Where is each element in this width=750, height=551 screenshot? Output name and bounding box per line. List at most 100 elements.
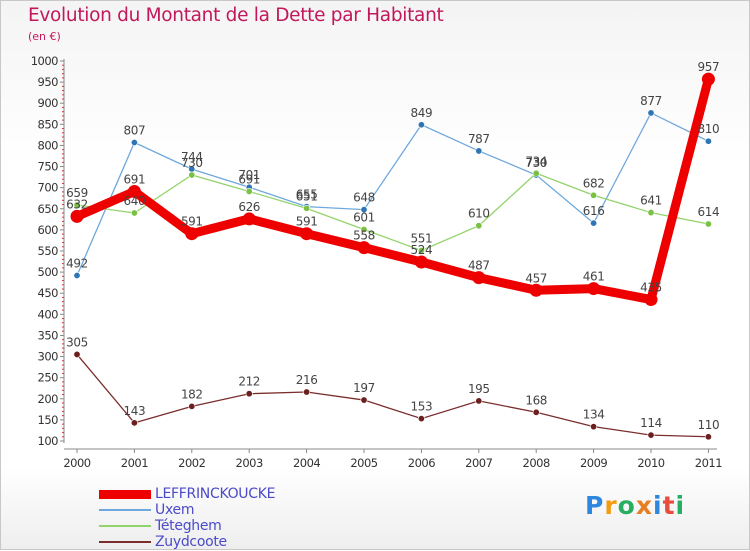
data-point (300, 227, 314, 241)
proxiti-logo: Proxiti (585, 491, 686, 520)
x-tick-label: 2000 (63, 456, 90, 470)
x-tick-label: 2011 (695, 456, 722, 470)
series-line-leffrinckoucke (72, 74, 713, 305)
data-point (647, 109, 655, 117)
data-label: 610 (468, 207, 490, 221)
legend-label: Téteghem (155, 518, 222, 534)
data-label: 744 (181, 150, 203, 164)
data-point (188, 402, 196, 410)
data-point (360, 396, 368, 404)
data-label: 524 (411, 243, 433, 257)
data-point (529, 283, 543, 297)
data-label: 616 (583, 204, 605, 218)
data-point (73, 201, 81, 209)
y-tick-label: 450 (38, 286, 59, 300)
y-tick-label: 100 (38, 434, 59, 448)
y-tick-label: 400 (38, 307, 59, 321)
data-point (647, 209, 655, 217)
data-label: 457 (525, 271, 547, 285)
data-label: 682 (583, 176, 605, 190)
data-point (360, 225, 368, 233)
data-point (185, 227, 199, 241)
y-tick-label: 250 (38, 371, 59, 385)
data-label: 648 (353, 191, 375, 205)
data-point (417, 415, 425, 423)
data-point (73, 350, 81, 358)
data-label: 877 (640, 94, 662, 108)
data-label: 591 (181, 215, 203, 229)
data-label: 659 (66, 186, 88, 200)
data-point (417, 247, 425, 255)
series-line-uxem (76, 112, 709, 276)
x-tick-label: 2003 (236, 456, 263, 470)
y-tick-label: 350 (38, 328, 59, 342)
data-label: 849 (411, 106, 433, 120)
y-tick-label: 900 (38, 96, 59, 110)
y-tick-label: 150 (38, 413, 59, 427)
data-label: 787 (468, 132, 490, 146)
data-point (245, 187, 253, 195)
y-tick-label: 750 (38, 160, 59, 174)
data-point (647, 431, 655, 439)
data-point (414, 255, 428, 269)
data-label: 691 (124, 172, 146, 186)
data-point (130, 419, 138, 427)
data-label: 551 (411, 232, 433, 246)
data-label: 182 (181, 387, 203, 401)
data-point (704, 433, 712, 441)
data-label: 110 (698, 418, 720, 432)
data-label: 461 (583, 270, 605, 284)
data-point (590, 191, 598, 199)
x-tick-label: 2001 (121, 456, 148, 470)
legend-item: Téteghem (99, 518, 275, 534)
data-point (704, 220, 712, 228)
legend-item: LEFFRINCKOUCKE (99, 486, 275, 502)
data-label: 614 (698, 205, 720, 219)
data-point (590, 423, 598, 431)
x-tick-label: 2006 (408, 456, 435, 470)
data-label: 807 (124, 123, 146, 137)
data-label: 591 (296, 215, 318, 229)
data-label: 655 (296, 188, 318, 202)
x-tick-label: 2002 (178, 456, 205, 470)
data-point (303, 388, 311, 396)
data-label: 134 (583, 408, 605, 422)
x-tick-label: 2007 (465, 456, 492, 470)
y-tick-label: 700 (38, 181, 59, 195)
y-tick-label: 1000 (31, 54, 58, 68)
data-label: 492 (66, 256, 88, 270)
legend-swatch (99, 509, 151, 511)
legend-label: Zuydcoote (155, 534, 227, 550)
y-tick-label: 800 (38, 138, 59, 152)
data-label: 487 (468, 259, 490, 273)
x-tick-label: 2009 (580, 456, 607, 470)
data-point (532, 408, 540, 416)
data-point (475, 397, 483, 405)
series-line-zuydcoote (76, 354, 709, 438)
y-tick-label: 550 (38, 244, 59, 258)
data-label: 632 (66, 197, 88, 211)
x-tick-label: 2005 (350, 456, 377, 470)
chart-title: Evolution du Montant de la Dette par Hab… (28, 5, 444, 26)
data-label: 143 (124, 404, 146, 418)
data-label: 153 (411, 400, 433, 414)
data-label: 734 (525, 154, 547, 168)
data-label: 195 (468, 382, 490, 396)
data-label: 957 (698, 60, 720, 74)
legend-swatch (99, 489, 151, 499)
y-tick-label: 600 (38, 223, 59, 237)
legend-label: LEFFRINCKOUCKE (155, 486, 276, 502)
y-tick-label: 950 (38, 75, 59, 89)
data-point (417, 121, 425, 129)
data-point (360, 206, 368, 214)
data-point (701, 72, 715, 86)
data-label: 730 (525, 156, 547, 170)
data-label: 558 (353, 229, 375, 243)
data-label: 435 (640, 281, 662, 295)
data-point (127, 184, 141, 198)
data-label: 730 (181, 156, 203, 170)
data-point (704, 137, 712, 145)
y-tick-label: 200 (38, 392, 59, 406)
